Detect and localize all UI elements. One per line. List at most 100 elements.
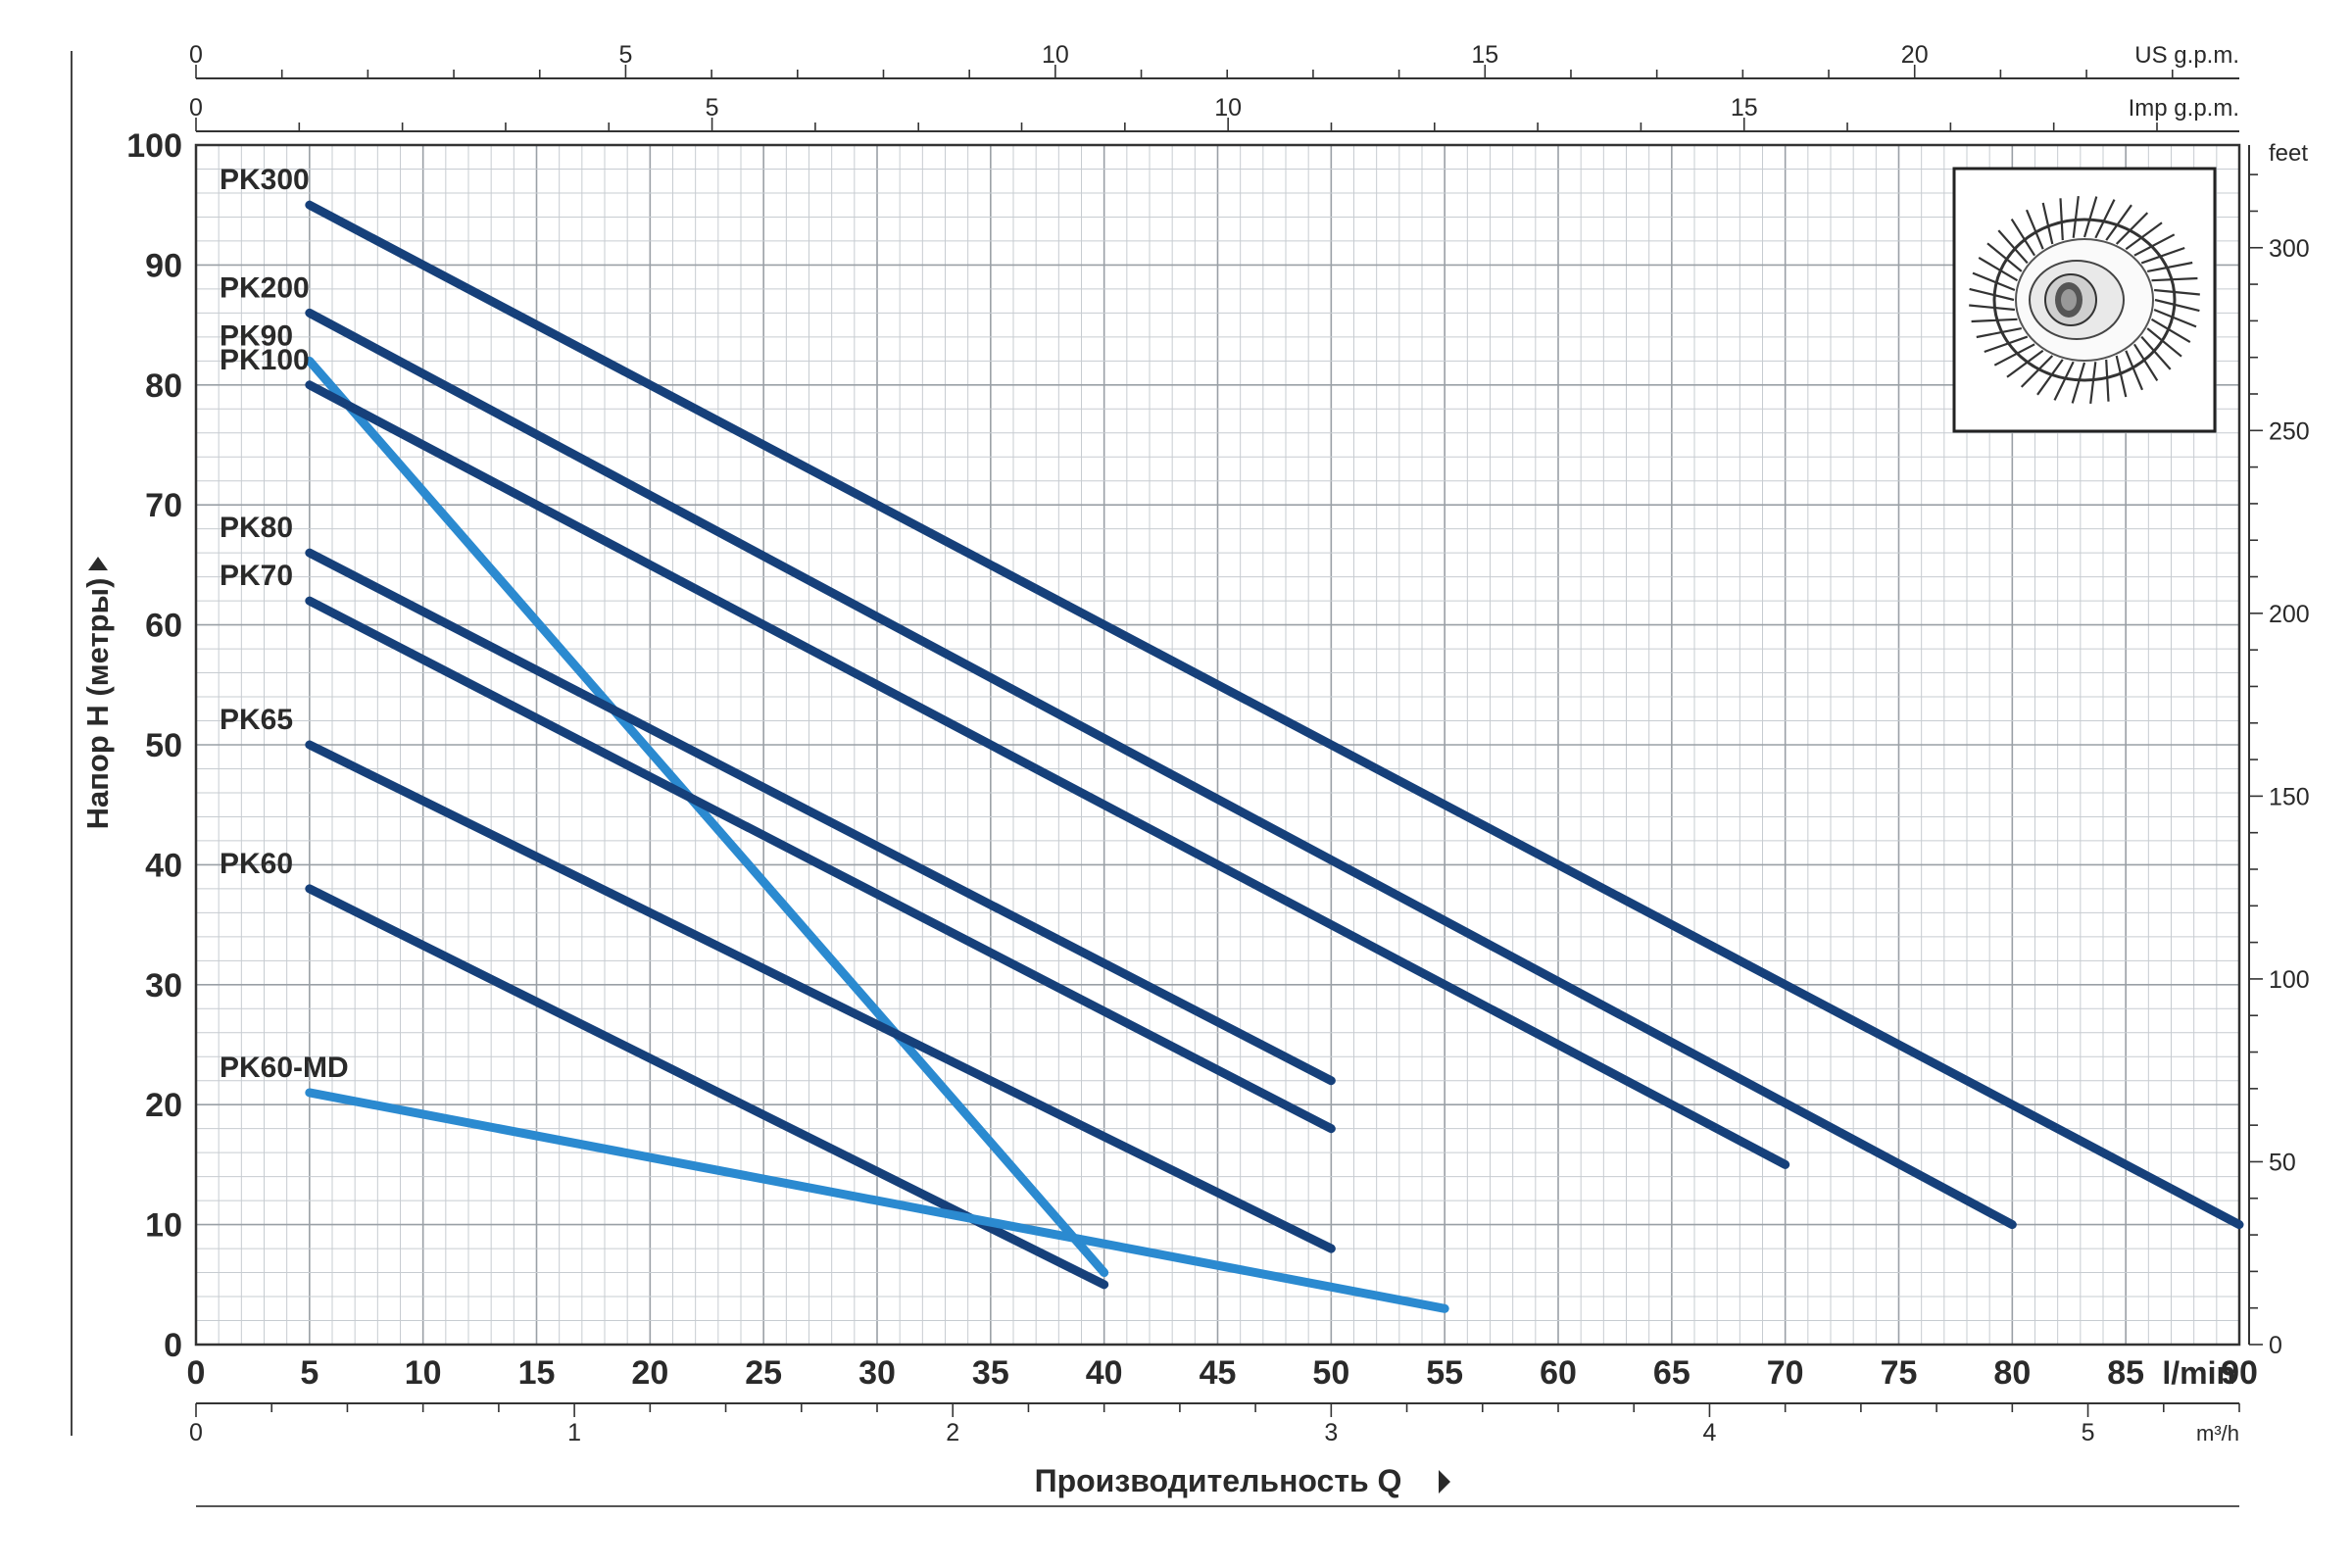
x-tick-label: 15	[518, 1354, 556, 1392]
x-tick-label: 10	[405, 1354, 442, 1392]
y-tick-label: 100	[126, 127, 182, 165]
x-unit-label: l/min	[2162, 1355, 2235, 1391]
y-tick-label: 20	[145, 1087, 182, 1124]
impeller-blade	[2132, 343, 2159, 381]
feet-tick-label: 250	[2269, 417, 2310, 445]
impeller-blade	[2089, 362, 2097, 405]
series-label-pk200: PK200	[220, 271, 310, 304]
feet-unit-label: feet	[2269, 140, 2308, 167]
impeller-blade	[1969, 287, 2015, 302]
series-label-pk60-md: PK60-MD	[220, 1052, 349, 1084]
y-tick-label: 0	[164, 1327, 182, 1364]
impeller-blade	[2151, 276, 2198, 282]
impeller-blade	[1971, 318, 2018, 323]
m3h-tick-label: 1	[567, 1419, 581, 1446]
x-tick-label: 75	[1881, 1354, 1918, 1392]
impeller-blade	[2071, 362, 2086, 404]
series-label-pk60: PK60	[220, 848, 293, 880]
imp-gpm-tick-label: 15	[1731, 94, 1758, 122]
imp-gpm-tick-label: 10	[1214, 94, 1242, 122]
impeller-blade	[2154, 298, 2200, 313]
x-tick-label: 5	[300, 1354, 318, 1392]
m3h-tick-label: 4	[1702, 1419, 1716, 1446]
m3h-tick-label: 2	[946, 1419, 959, 1446]
feet-tick-label: 100	[2269, 966, 2310, 994]
x-tick-label: 65	[1653, 1354, 1690, 1392]
impeller-blade	[2059, 198, 2064, 241]
y-tick-label: 70	[145, 487, 182, 524]
series-label-pk100: PK100	[220, 344, 310, 376]
imp-gpm-tick-label: 5	[706, 94, 719, 122]
impeller-blade	[2010, 219, 2036, 257]
us-gpm-tick-label: 15	[1471, 41, 1498, 69]
x-tick-label: 50	[1312, 1354, 1349, 1392]
impeller-blade	[1976, 327, 2023, 339]
us-gpm-tick-label: 20	[1901, 41, 1929, 69]
x-tick-label: 20	[631, 1354, 668, 1392]
x-tick-label: 45	[1200, 1354, 1237, 1392]
series-label-pk70: PK70	[220, 560, 293, 592]
x-tick-label: 55	[1426, 1354, 1463, 1392]
x-tick-label: 70	[1767, 1354, 1804, 1392]
x-tick-label: 30	[858, 1354, 896, 1392]
series-line-pk200	[305, 308, 2017, 1230]
y-tick-label: 40	[145, 847, 182, 884]
series-label-pk65: PK65	[220, 704, 293, 736]
impeller-blade	[2094, 199, 2116, 239]
x-tick-label: 85	[2107, 1354, 2144, 1392]
x-tick-label: 80	[1993, 1354, 2031, 1392]
impeller-blade	[1978, 256, 2019, 282]
feet-tick-label: 150	[2269, 783, 2310, 810]
us-gpm-tick-label: 10	[1042, 41, 1069, 69]
us-gpm-tick-label: 0	[189, 41, 203, 69]
impeller-blade	[2053, 361, 2075, 401]
impeller-blade	[2082, 196, 2098, 238]
y-tick-label: 80	[145, 368, 182, 405]
series-label-pk90: PK90	[220, 319, 293, 352]
impeller-blade	[2153, 308, 2197, 328]
feet-tick-label: 0	[2269, 1332, 2282, 1359]
impeller-blade	[1984, 335, 2029, 354]
x-axis-title-text: Производительность Q	[1035, 1463, 1402, 1498]
chart-series	[305, 200, 2244, 1313]
impeller-blade	[2125, 221, 2163, 251]
impeller-blade	[2041, 202, 2054, 245]
plot-border	[194, 143, 2241, 1347]
impeller-icon	[1969, 195, 2200, 405]
impeller-blade	[2115, 355, 2128, 398]
imp-gpm-tick-label: 0	[189, 94, 203, 122]
series-label-pk80: PK80	[220, 512, 293, 544]
impeller-blade	[2072, 195, 2080, 238]
series-line-pk100	[305, 380, 1790, 1169]
y-tick-label: 30	[145, 967, 182, 1004]
series-line-pk300	[305, 200, 2244, 1230]
impeller-blade	[2133, 233, 2176, 257]
impeller-blade	[2105, 204, 2132, 241]
impeller-blade	[2140, 335, 2172, 370]
feet-tick-label: 50	[2269, 1149, 2296, 1176]
x-axis-title: Производительность Q	[1035, 1463, 1450, 1498]
impeller-blade	[1997, 229, 2029, 265]
y-tick-label: 60	[145, 608, 182, 645]
impeller-blade	[2036, 359, 2064, 396]
m3h-tick-label: 0	[189, 1419, 203, 1446]
impeller-blade	[2125, 350, 2144, 391]
impeller-blade	[2115, 212, 2149, 245]
m3h-unit-label: m³/h	[2196, 1421, 2239, 1446]
y-axis-arrow-icon	[88, 557, 108, 570]
m3h-tick-label: 3	[1324, 1419, 1338, 1446]
y-tick-label: 10	[145, 1207, 182, 1245]
impeller-blade	[2006, 349, 2044, 378]
y-tick-label: 50	[145, 727, 182, 764]
x-tick-label: 90	[2221, 1354, 2258, 1392]
series-line-pk80	[305, 548, 1336, 1086]
impeller-blade	[2146, 261, 2193, 272]
x-tick-label: 35	[972, 1354, 1009, 1392]
chart-grid	[194, 143, 2241, 1347]
feet-tick-label: 300	[2269, 235, 2310, 263]
imp-gpm-unit-label: Imp g.p.m.	[2129, 95, 2239, 122]
us-gpm-tick-label: 5	[618, 41, 632, 69]
